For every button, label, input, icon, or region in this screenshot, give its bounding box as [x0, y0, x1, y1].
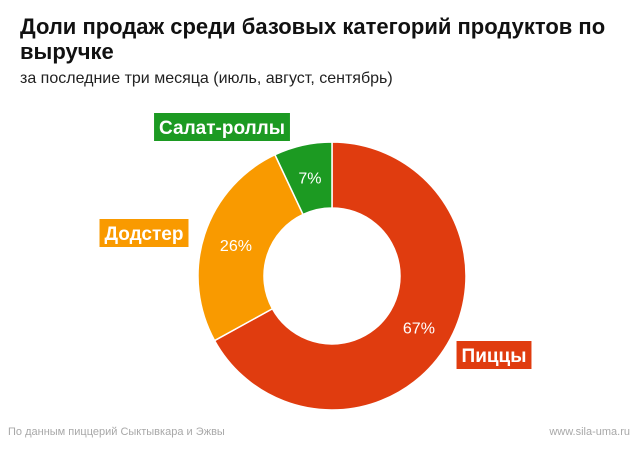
site-link[interactable]: www.sila-uma.ru — [549, 426, 630, 438]
category-label-пиццы: Пиццы — [456, 341, 532, 369]
chart-subtitle: за последние три месяца (июль, август, с… — [20, 70, 393, 87]
value-label-салат-роллы: 7% — [298, 170, 321, 187]
svg-text:Салат-роллы: Салат-роллы — [159, 118, 285, 139]
source-note: По данным пиццерий Сыктывкара и Эжвы — [8, 426, 225, 438]
category-label-салат-роллы: Салат-роллы — [154, 113, 290, 141]
chart-title: Доли продаж среди базовых категорий прод… — [20, 14, 606, 64]
value-label-додстер: 26% — [220, 238, 252, 255]
value-label-пиццы: 67% — [403, 320, 435, 337]
slice-додстер — [197, 153, 305, 342]
svg-text:Додстер: Додстер — [105, 224, 184, 245]
slice-салат-роллы — [273, 141, 333, 216]
category-label-додстер: Додстер — [99, 219, 189, 247]
slice-пиццы — [213, 141, 467, 411]
svg-text:Пиццы: Пиццы — [462, 346, 527, 367]
